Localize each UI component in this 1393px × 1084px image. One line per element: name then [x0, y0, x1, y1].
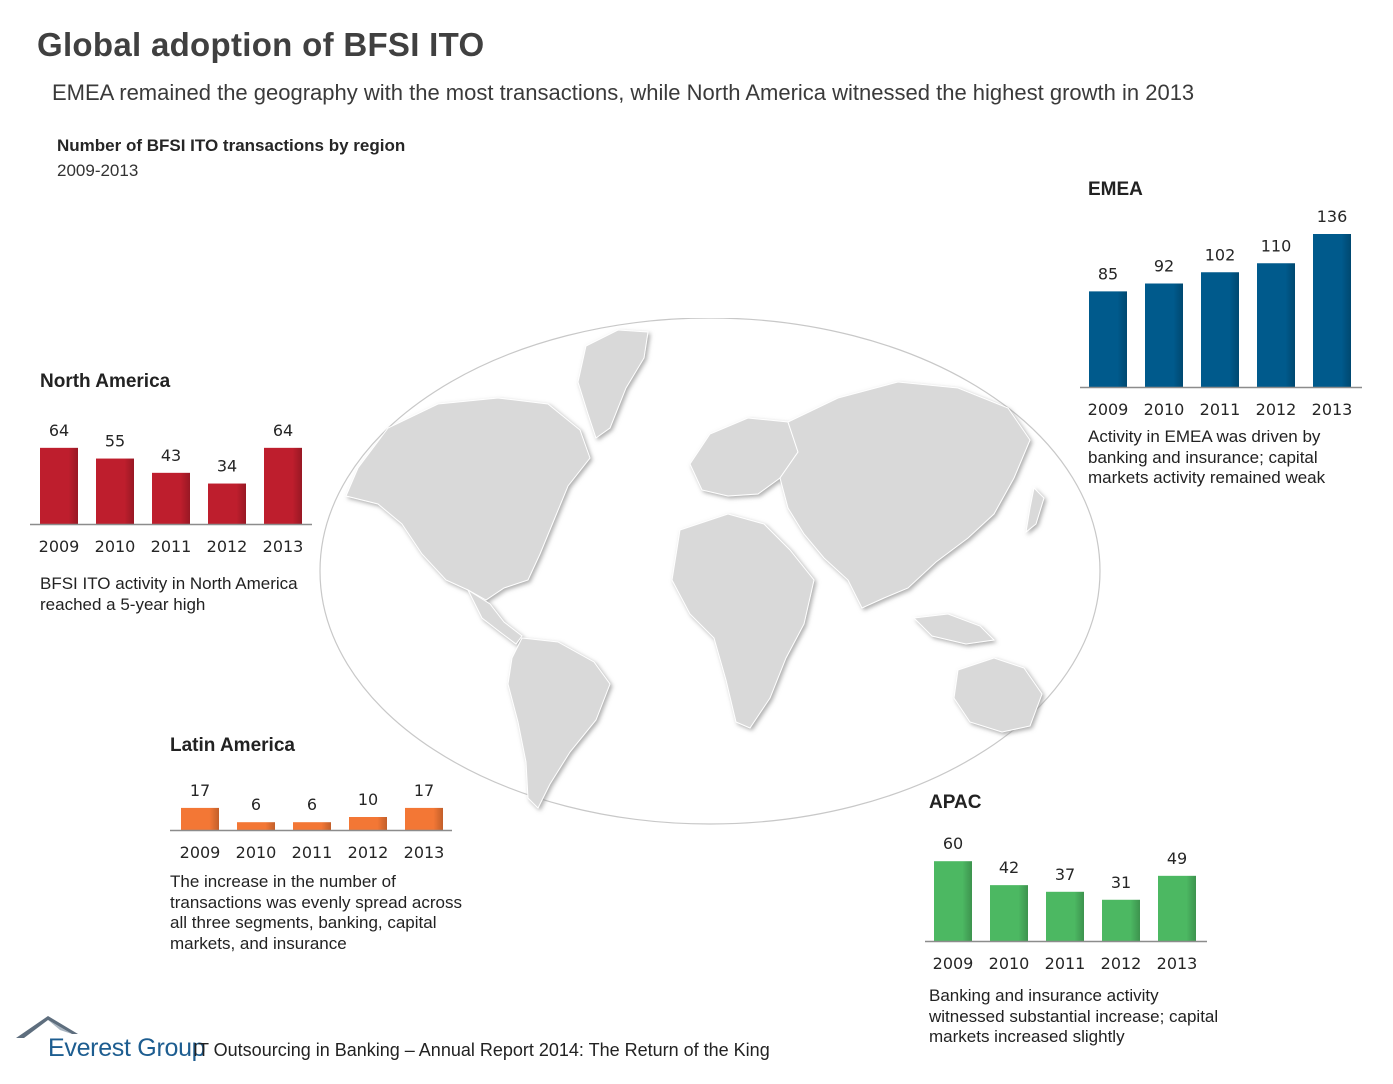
bar-2011 — [1046, 891, 1084, 941]
data-label-2013: 49 — [1167, 849, 1187, 868]
x-tick-label-2011: 2011 — [1200, 400, 1241, 419]
page-title: Global adoption of BFSI ITO — [37, 26, 485, 63]
x-tick-label-2013: 2013 — [1157, 954, 1198, 973]
apac-title: APAC — [929, 792, 982, 813]
bar-2013 — [405, 807, 443, 830]
landmass-southeast-asia — [912, 613, 996, 645]
x-tick-label-2012: 2012 — [1101, 954, 1142, 973]
x-tick-label-2009: 2009 — [933, 954, 974, 973]
north-america-note: BFSI ITO activity in North America reach… — [40, 574, 298, 614]
data-label-2010: 55 — [105, 432, 125, 451]
x-tick-label-2010: 2010 — [1144, 400, 1185, 419]
landmass-africa — [671, 513, 815, 729]
x-tick-label-2012: 2012 — [348, 843, 389, 862]
bar-2012 — [1257, 263, 1295, 387]
bar-2013 — [1313, 234, 1351, 387]
x-tick-label-2009: 2009 — [1088, 400, 1129, 419]
bar-2010 — [990, 885, 1028, 941]
data-label-2011: 37 — [1055, 865, 1075, 884]
data-label-2012: 31 — [1111, 873, 1131, 892]
bar-2009 — [1089, 291, 1127, 387]
data-label-2009: 85 — [1098, 264, 1118, 283]
latin-america-note: The increase in the number of transactio… — [170, 872, 462, 953]
bar-2010 — [96, 458, 134, 524]
landmass-japan — [1025, 486, 1045, 534]
bar-2011 — [1201, 272, 1239, 387]
landmass-central-america — [466, 588, 523, 645]
data-label-2009: 17 — [190, 781, 210, 800]
data-label-2012: 110 — [1261, 236, 1292, 255]
data-label-2009: 64 — [49, 421, 69, 440]
x-tick-label-2013: 2013 — [263, 537, 304, 556]
brand-name: Everest Group — [48, 1034, 206, 1062]
x-tick-label-2009: 2009 — [39, 537, 80, 556]
data-label-2009: 60 — [943, 834, 963, 853]
bar-2011 — [152, 472, 190, 524]
x-tick-label-2011: 2011 — [1045, 954, 1086, 973]
north-america-title: North America — [40, 371, 171, 392]
data-label-2010: 42 — [999, 858, 1019, 877]
apac-note: Banking and insurance activity witnessed… — [929, 986, 1219, 1046]
bar-2009 — [40, 447, 78, 524]
bar-2011 — [293, 822, 331, 830]
data-label-2013: 64 — [273, 421, 293, 440]
data-label-2011: 43 — [161, 446, 181, 465]
x-tick-label-2013: 2013 — [1312, 400, 1353, 419]
landmass-australia — [953, 657, 1043, 733]
x-tick-label-2012: 2012 — [1256, 400, 1297, 419]
world-map — [319, 318, 1101, 825]
data-label-2013: 136 — [1317, 207, 1348, 226]
x-tick-label-2013: 2013 — [404, 843, 445, 862]
x-tick-label-2011: 2011 — [292, 843, 333, 862]
bar-2012 — [349, 817, 387, 830]
emea-bar-chart: 85 2009 92 2010 102 2011 110 2012 136 2013 — [1080, 207, 1362, 419]
page-subtitle: EMEA remained the geography with the mos… — [52, 80, 1195, 105]
apac-bar-chart: 60 2009 42 2010 37 2011 31 2012 49 2013 — [925, 834, 1207, 973]
bar-2009 — [934, 861, 972, 941]
data-label-2010: 92 — [1154, 257, 1174, 276]
x-tick-label-2011: 2011 — [151, 537, 192, 556]
bar-2009 — [181, 807, 219, 830]
bar-2012 — [1102, 899, 1140, 941]
data-label-2013: 17 — [414, 781, 434, 800]
x-tick-label-2009: 2009 — [180, 843, 221, 862]
landmass-greenland — [577, 329, 649, 439]
emea-note: Activity in EMEA was driven by banking a… — [1088, 427, 1326, 487]
x-tick-label-2010: 2010 — [989, 954, 1030, 973]
data-label-2010: 6 — [251, 795, 261, 814]
x-tick-label-2010: 2010 — [236, 843, 277, 862]
bar-2012 — [208, 483, 246, 524]
footer-report-title: IT Outsourcing in Banking – Annual Repor… — [193, 1040, 770, 1060]
latin-america-bar-chart: 17 2009 6 2010 6 2011 10 2012 17 2013 — [170, 781, 452, 862]
landmass-north-america — [345, 397, 591, 601]
emea-title: EMEA — [1088, 179, 1143, 200]
data-label-2012: 34 — [217, 457, 237, 476]
figure-subtitle: 2009-2013 — [57, 161, 139, 180]
bar-2013 — [1158, 875, 1196, 941]
data-label-2012: 10 — [358, 790, 378, 809]
data-label-2011: 6 — [307, 795, 317, 814]
landmass-asia — [779, 381, 1031, 609]
bar-2013 — [264, 447, 302, 524]
x-tick-label-2012: 2012 — [207, 537, 248, 556]
bar-2010 — [237, 822, 275, 830]
figure-title: Number of BFSI ITO transactions by regio… — [57, 136, 406, 155]
landmass-south-america — [507, 637, 611, 809]
data-label-2011: 102 — [1205, 245, 1236, 264]
north-america-bar-chart: 64 2009 55 2010 43 2011 34 2012 64 2013 — [30, 421, 312, 556]
x-tick-label-2010: 2010 — [95, 537, 136, 556]
bar-2010 — [1145, 283, 1183, 387]
everest-group-logo-icon — [16, 1016, 78, 1038]
latin-america-title: Latin America — [170, 735, 295, 756]
